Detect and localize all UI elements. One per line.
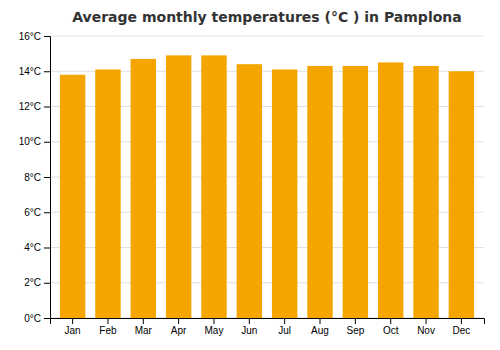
tick-mark	[44, 212, 50, 213]
tick-mark	[72, 318, 73, 324]
tick-label: Jan	[65, 325, 81, 336]
bar	[131, 59, 156, 318]
grid-line	[50, 36, 484, 37]
tick-mark	[44, 177, 50, 178]
tick-mark	[44, 107, 50, 108]
tick: 8°C	[24, 172, 50, 183]
tick-label: Jul	[278, 325, 291, 336]
tick-label: Nov	[417, 325, 435, 336]
tick: 12°C	[19, 101, 50, 112]
bar	[413, 66, 438, 318]
bar	[343, 66, 368, 318]
tick-label: 6°C	[24, 207, 41, 218]
tick-mark	[107, 318, 108, 324]
tick-mark	[213, 318, 214, 324]
tick: 6°C	[24, 207, 50, 218]
tick: 0°C	[24, 313, 50, 324]
tick: Jun	[241, 318, 257, 336]
grid	[50, 36, 484, 318]
bar	[95, 69, 120, 318]
tick: Aug	[311, 318, 329, 336]
tick-label: 16°C	[19, 31, 41, 42]
tick-mark	[320, 318, 321, 324]
x-axis: Jan Feb Mar Apr May Jun Jul Aug Sep Oct Nov Dec	[51, 318, 485, 336]
tick-label: Aug	[311, 325, 329, 336]
tick-label: 4°C	[24, 242, 41, 253]
axis-line	[51, 319, 485, 325]
tick-mark	[44, 283, 50, 284]
tick-label: 2°C	[24, 277, 41, 288]
tick-mark	[355, 318, 356, 324]
tick: Mar	[135, 318, 153, 336]
bar	[166, 55, 191, 318]
tick: 16°C	[19, 31, 50, 42]
bars	[60, 55, 474, 318]
tick-mark	[284, 318, 285, 324]
bar	[201, 55, 226, 318]
bar	[237, 64, 262, 318]
chart: 0°C 2°C 4°C 6°C 8°C 10°C 12°C 14°C 16°C Jan Feb Mar…	[0, 0, 500, 350]
plot: 0°C 2°C 4°C 6°C 8°C 10°C 12°C 14°C 16°C Jan Feb Mar…	[19, 31, 485, 336]
tick-label: 12°C	[19, 101, 41, 112]
title: Average monthly temperatures (°C ) in Pa…	[72, 9, 461, 25]
tick-mark	[390, 318, 391, 324]
bar	[378, 62, 403, 318]
tick-mark	[178, 318, 179, 324]
tick: Sep	[346, 318, 364, 336]
tick-label: Apr	[171, 325, 187, 336]
tick-mark	[426, 318, 427, 324]
bar	[449, 71, 474, 318]
tick: 2°C	[24, 277, 50, 288]
tick: Apr	[171, 318, 187, 336]
tick-mark	[461, 318, 462, 324]
tick-mark	[44, 36, 50, 37]
tick-mark	[143, 318, 144, 324]
tick-label: 0°C	[24, 313, 41, 324]
tick-mark	[44, 318, 50, 319]
tick: Jan	[65, 318, 81, 336]
tick-label: Dec	[452, 325, 470, 336]
tick-label: Sep	[346, 325, 364, 336]
tick: 10°C	[19, 136, 50, 147]
tick-mark	[249, 318, 250, 324]
tick-label: 14°C	[19, 66, 41, 77]
tick-label: Feb	[99, 325, 117, 336]
bar	[60, 75, 85, 318]
tick-mark	[44, 71, 50, 72]
axis-line	[44, 37, 51, 319]
tick-label: 8°C	[24, 172, 41, 183]
bar	[272, 69, 297, 318]
tick: Oct	[383, 318, 399, 336]
tick-label: May	[205, 325, 224, 336]
tick-label: Jun	[241, 325, 257, 336]
tick: Nov	[417, 318, 435, 336]
tick-label: Oct	[383, 325, 399, 336]
tick-label: Mar	[135, 325, 153, 336]
tick: Feb	[99, 318, 117, 336]
y-axis: 0°C 2°C 4°C 6°C 8°C 10°C 12°C 14°C 16°C	[19, 31, 51, 324]
tick: 14°C	[19, 66, 50, 77]
tick-label: 10°C	[19, 136, 41, 147]
tick: Dec	[452, 318, 470, 336]
tick-mark	[44, 142, 50, 143]
tick-mark	[44, 248, 50, 249]
bar	[307, 66, 332, 318]
tick: Jul	[278, 318, 291, 336]
tick: May	[205, 318, 224, 336]
tick: 4°C	[24, 242, 50, 253]
